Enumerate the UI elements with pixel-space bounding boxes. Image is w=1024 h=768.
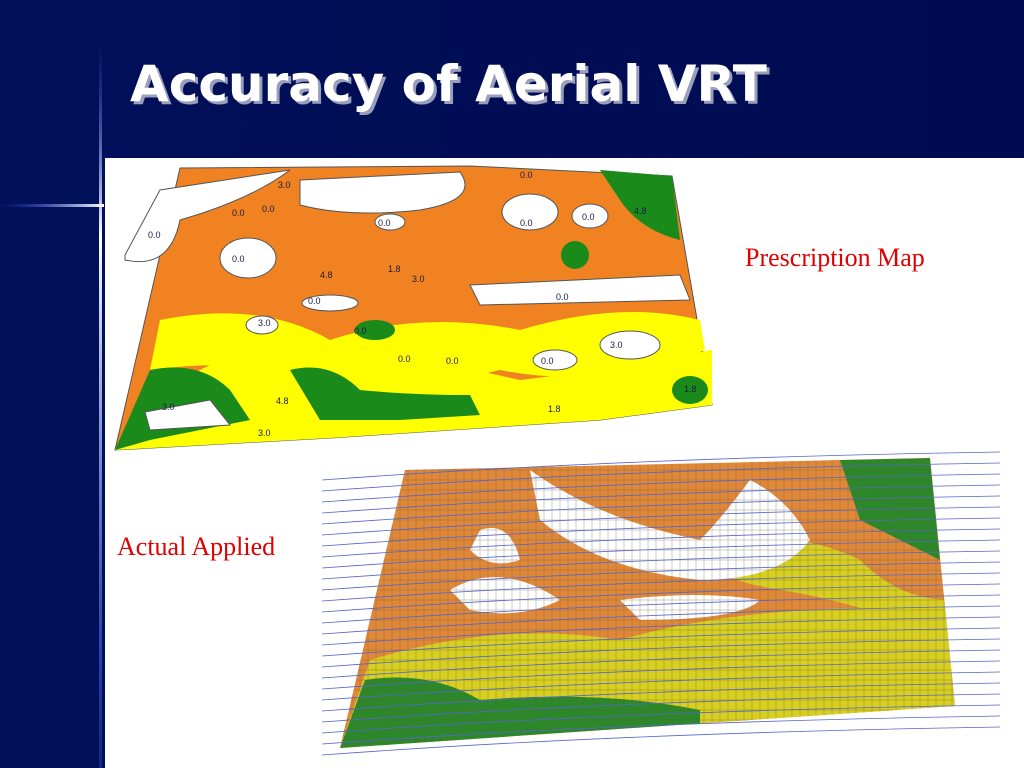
map-label: 0.0 [354,326,367,336]
contour-line [321,638,1001,668]
map-label: 3.0 [412,274,425,284]
map-label: 0.0 [232,208,245,218]
contour-line [321,506,1001,536]
contour-line [321,561,1001,591]
contour-line [321,649,1001,679]
contour-line [321,473,1001,503]
map-label: 3.0 [162,402,175,412]
contour-line [321,660,1001,690]
prescription-map [114,165,713,451]
map-label: 4.8 [276,396,289,406]
map-label: 0.0 [148,230,161,240]
contour-line [321,594,1001,624]
prescription-label: Prescription Map [745,243,925,272]
contour-line [321,517,1001,547]
title: Accuracy of Aerial VRT [130,55,767,113]
applied-map [321,451,1001,756]
map-label: 0.0 [378,218,391,228]
contour-line [321,550,1001,580]
contour-line [321,715,1001,745]
map-label: 0.0 [582,212,595,222]
contour-line [321,627,1001,657]
contour-line [321,616,1001,646]
contour-line [321,495,1001,525]
map-label: 0.0 [232,254,245,264]
contour-line [321,462,1001,492]
map-label: 1.8 [684,384,697,394]
map-label: 3.0 [278,180,291,190]
applied-label: Actual Applied [117,532,275,561]
map-label: 0.0 [541,356,554,366]
contour-line [321,528,1001,558]
accent-line [99,40,102,768]
map-label: 3.0 [258,428,271,438]
map-label: 0.0 [520,170,533,180]
contour-line [321,451,1001,481]
map-label: 0.0 [446,356,459,366]
map-label: 0.0 [398,354,411,364]
contour-line [321,704,1001,734]
contour-line [321,605,1001,635]
contour-line [321,693,1001,723]
contour-line [321,726,1001,756]
contour-line [321,484,1001,514]
contour-line [321,572,1001,602]
contour-line [321,671,1001,701]
map-label: 1.8 [388,264,401,274]
map-label: 0.0 [262,204,275,214]
map-label: 3.0 [258,318,271,328]
map-label: 4.8 [320,270,333,280]
contour-line [321,539,1001,569]
map-label: 0.0 [520,218,533,228]
map-label: 1.8 [548,404,561,414]
contour-line [321,682,1001,712]
accent-line [0,204,104,207]
contour-line [321,583,1001,613]
map-label: 0.0 [556,292,569,302]
map-label: 3.0 [610,340,623,350]
map-label: 4.8 [634,206,647,216]
map-label: 0.0 [308,296,321,306]
title-shadow: Accuracy of Aerial VRT [133,58,770,116]
